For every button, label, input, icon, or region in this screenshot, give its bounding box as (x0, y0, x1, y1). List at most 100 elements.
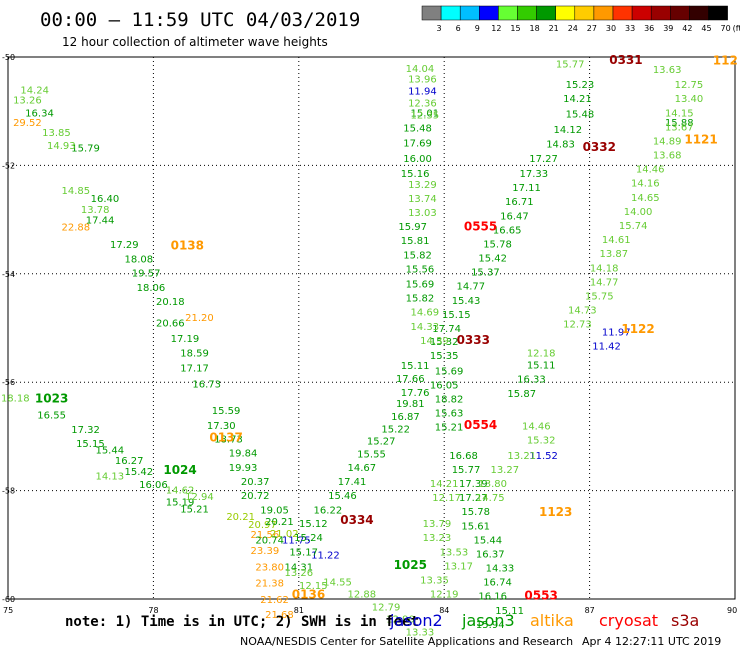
swh-point-label: 16.65 (493, 225, 522, 236)
swh-point-label: 19.05 (260, 506, 289, 517)
swh-point-label: 11.42 (592, 341, 621, 352)
swh-point-label: 16.71 (505, 197, 534, 208)
swh-point-label: 14.00 (624, 207, 653, 218)
swh-point-label: 14.18 (590, 263, 619, 274)
satellite-legend: jason2 jason3 altika cryosat s3a (389, 611, 699, 630)
swh-point-label: 13.74 (408, 194, 437, 205)
pass-time-label: 0136 (292, 588, 325, 602)
plot-area: -50 -52 -54 -56 -58 -60 75 78 81 84 87 90 29.52 22.… (1, 53, 738, 639)
swh-point-label: 14.83 (546, 140, 575, 151)
chart-subtitle: 12 hour collection of altimeter wave hei… (62, 35, 328, 49)
color-scale-swatch (498, 5, 518, 21)
swh-point-label: 20.72 (241, 491, 270, 502)
color-scale-label: 70 (721, 24, 731, 33)
swh-point-label: 15.24 (294, 533, 323, 544)
color-scale-label: 6 (456, 24, 461, 33)
swh-point-label: 17.19 (171, 334, 200, 345)
swh-point-label: 13.21 (507, 451, 536, 462)
swh-point-label: 21.62 (260, 595, 289, 606)
swh-point-label: 15.43 (452, 296, 481, 307)
color-scale-swatch (708, 5, 728, 21)
swh-point-label: 14.24 (20, 86, 49, 97)
swh-point-label: 15.48 (403, 123, 432, 134)
swh-point-label: 19.81 (396, 399, 425, 410)
swh-point-label: 18.06 (137, 283, 166, 294)
swh-point-label: 11.97 (602, 327, 631, 338)
swh-point-label: 16.74 (483, 578, 512, 589)
swh-point-label: 16.06 (139, 480, 168, 491)
swh-point-label: 17.69 (403, 139, 432, 150)
footer-credit: NOAA/NESDIS Center for Satellite Applica… (240, 635, 573, 648)
swh-point-label: 14.65 (631, 193, 660, 204)
x-tick-label: 75 (3, 606, 13, 615)
swh-point-label: 12.36 (408, 99, 437, 110)
swh-point-label: 21.56 (251, 530, 280, 541)
color-scale-swatch (479, 5, 499, 21)
swh-point-label: 14.33 (410, 322, 439, 333)
swh-point-label: 14.46 (522, 422, 551, 433)
pass-time-label: 1121 (684, 132, 717, 146)
swh-point-label: 15.77 (556, 60, 585, 71)
swh-point-label: 15.88 (665, 118, 694, 129)
satellite-legend-s3a: s3a (671, 611, 699, 630)
swh-point-label: 15.44 (95, 445, 124, 456)
swh-point-label: 13.03 (408, 208, 437, 219)
swh-point-label: 13.67 (665, 122, 694, 133)
swh-point-label: 15.01 (410, 108, 439, 119)
y-tick-label: -58 (2, 487, 15, 496)
swh-point-label: 17.76 (401, 388, 430, 399)
color-scale-label: 3 (437, 24, 442, 33)
swh-point-label: 13.96 (408, 75, 437, 86)
swh-point-label: 15.82 (403, 250, 432, 261)
swh-point-label: 15.21 (435, 423, 464, 434)
swh-point-label: 11.52 (529, 451, 558, 462)
y-tick-labels: -50 -52 -54 -56 -58 -60 (2, 53, 15, 604)
swh-point-label: 13.33 (406, 628, 435, 639)
swh-point-label: 13.29 (408, 180, 437, 191)
swh-point-label: 14.93 (47, 141, 76, 152)
satellite-legend-jason2: jason2 (389, 611, 443, 630)
swh-point-label: 11.22 (311, 551, 340, 562)
pass-time-label: 0553 (524, 589, 557, 603)
swh-point-label: 21.68 (265, 610, 294, 621)
swh-point-label: 14.13 (95, 471, 124, 482)
swh-point-label: 15.23 (566, 80, 595, 91)
swh-point-label: 15.21 (180, 504, 209, 515)
swh-point-label: 16.68 (449, 451, 478, 462)
swh-point-label: 20.97 (248, 520, 277, 531)
swh-point-label: 12.73 (563, 320, 592, 331)
swh-point-label: 14.67 (347, 463, 376, 474)
swh-point-label: 21.02 (270, 529, 299, 540)
swh-point-label: 16.47 (500, 211, 529, 222)
swh-point-label: 12.18 (527, 348, 556, 359)
color-scale-swatch (670, 5, 690, 21)
color-scale-label: 9 (475, 24, 480, 33)
color-scale-label: 21 (549, 24, 559, 33)
x-tick-labels: 75 78 81 84 87 90 (3, 606, 737, 615)
swh-point-label: 15.78 (461, 507, 490, 518)
pass-time-label: 1025 (394, 558, 427, 572)
swh-point-label: 18.73 (214, 435, 243, 446)
swh-point-label: 16.16 (478, 592, 507, 603)
swh-point-label: 14.62 (166, 486, 195, 497)
swh-point-label: 14.75 (476, 493, 505, 504)
swh-point-label: 16.27 (115, 456, 144, 467)
swh-point-label: 15.11 (495, 606, 524, 617)
satellite-legend-altika: altika (530, 611, 574, 630)
swh-point-label: 17.32 (71, 425, 100, 436)
swh-point-label: 13.53 (440, 547, 469, 558)
color-scale-label: 45 (701, 24, 711, 33)
swh-point-label: 16.33 (517, 374, 546, 385)
swh-point-label: 20.21 (226, 512, 255, 523)
swh-point-label: 14.16 (631, 179, 660, 190)
color-scale-label: 18 (530, 24, 540, 33)
color-scale-label: (ft) (733, 24, 740, 33)
chart-title: 00:00 – 11:59 UTC 04/03/2019 (40, 9, 360, 31)
x-tick-label: 81 (294, 606, 304, 615)
swh-point-label: 12.35 (410, 110, 439, 121)
swh-point-label: 12.90 (386, 615, 415, 626)
color-scale-label: 39 (663, 24, 673, 33)
swh-point-label: 15.82 (406, 294, 435, 305)
